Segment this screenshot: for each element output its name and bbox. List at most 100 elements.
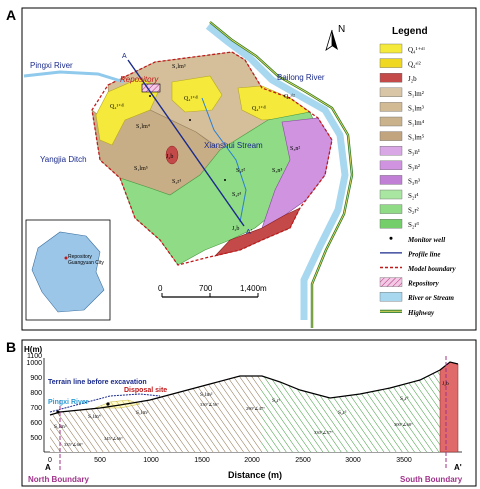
legend-label: S₁lm² (408, 90, 424, 98)
section-unit-sr (262, 370, 440, 452)
legend-swatch (379, 175, 403, 185)
x-tick-2500: 2500 (295, 457, 311, 464)
map-unit-jlm3: S₁lm³ (172, 64, 186, 70)
annot-south-boundary: South Boundary (400, 475, 463, 484)
pingxi-river (23, 70, 125, 84)
x-tick-1500: 1500 (194, 457, 210, 464)
monitor-well (149, 95, 151, 97)
legend-label: Profile line (408, 250, 440, 258)
dip-label: 330°∠57° (314, 430, 333, 435)
legend-item: S₁lm² (379, 87, 424, 98)
section-label-slm3: S₁lm³ (136, 410, 149, 416)
section-label-sr3: S₂r³ (400, 396, 409, 402)
legend-label: Repository (407, 280, 440, 288)
map-unit-q2: Q₄ᵃˡ² (284, 94, 295, 100)
legend-item: S₃n² (379, 160, 420, 171)
x-axis-label: Distance (m) (228, 470, 282, 480)
y-tick-labels: 500 600 700 800 900 1000 1100 (26, 353, 42, 442)
legend-item: Monitor well (389, 236, 445, 244)
panel-b-frame (21, 339, 477, 487)
y-tick-900: 900 (30, 375, 42, 382)
legend-swatch (379, 277, 403, 287)
unit-q-yellow-west (95, 77, 161, 146)
inset-label-repository: Repository (68, 254, 92, 260)
legend-swatch (379, 43, 403, 54)
xianshui-stream (201, 97, 247, 223)
legend-swatch (389, 236, 393, 240)
cross-section (49, 356, 459, 470)
legend: Legend Q₄¹⁺ᵈˡ Q₄ᵃˡ² J₂b S₁lm² S₁lm³ S₁lm⁴ S₁lm… (379, 26, 457, 317)
study-area-map (23, 21, 354, 328)
legend-item: S₃n¹ (379, 145, 420, 156)
map-unit-jr2: S₂r² (236, 168, 245, 174)
legend-label: J₂b (408, 75, 417, 83)
x-tick-0: 0 (48, 457, 52, 464)
map-unit-jr1: S₂r¹ (172, 179, 181, 185)
legend-label: S₂r³ (408, 221, 419, 229)
repository-area (141, 83, 161, 93)
legend-item: Highway (380, 309, 435, 317)
legend-label: River or Stream (407, 294, 454, 302)
legend-item: S₁lm⁵ (379, 131, 425, 142)
map-unit-jb-patch: J₂b (166, 154, 173, 160)
y-tick-700: 700 (30, 405, 42, 412)
legend-item: Repository (379, 277, 440, 288)
legend-label: S₁lm⁴ (408, 119, 425, 127)
map-unit-jr3: S₂r³ (232, 192, 241, 198)
inset-label-guangyuan: Guangyuan City (68, 260, 104, 266)
legend-label: S₂r² (408, 207, 419, 215)
scale-tick-1400: 1,400m (240, 284, 267, 293)
unit-jb-patch (165, 145, 179, 165)
label-repository: Repository (120, 75, 159, 84)
north-arrow: N (325, 24, 345, 51)
legend-item: S₃n³ (379, 175, 420, 185)
scale-bar: 0 700 1,400m (158, 284, 267, 298)
scale-tick-700: 700 (199, 284, 213, 293)
profile-line (127, 59, 245, 227)
section-unit-slm (50, 376, 262, 452)
legend-swatch (379, 72, 403, 83)
dip-label: 300°∠60° (394, 422, 413, 427)
profile-monitor-well (106, 402, 110, 406)
section-label-slm4: S₁lm⁴ (88, 414, 101, 420)
map-unit-q1-center: Q₄¹⁺ᵈˡ (184, 95, 198, 102)
map-unit-jn2: S₃n² (290, 146, 300, 152)
section-label-sr2: S₂r² (338, 410, 347, 416)
profile-end-a: A (45, 463, 51, 472)
y-tick-600: 600 (30, 420, 42, 427)
label-bailong-river: Bailong River (277, 73, 325, 82)
annot-terrain: Terrain line before excavation (48, 379, 147, 386)
map-unit-jb-south: J₂b (232, 226, 239, 232)
scale-tick-0: 0 (158, 284, 163, 293)
legend-label: Highway (407, 309, 435, 317)
legend-swatch (379, 160, 403, 171)
map-unit-jlm4: S₁lm⁴ (136, 124, 150, 130)
x-tick-3500: 3500 (396, 457, 412, 464)
label-profile-a-prime: A' (246, 229, 252, 236)
section-label-jb: J₂b (442, 381, 449, 387)
legend-swatch (379, 131, 403, 141)
label-xianshui-stream: Xianshui Stream (204, 141, 263, 150)
annot-north-boundary: North Boundary (28, 475, 89, 484)
unit-q-yellow-center (171, 75, 223, 113)
profile-end-a-prime: A' (454, 463, 462, 472)
legend-item: J₂b (379, 72, 417, 83)
legend-item: S₂r² (379, 204, 419, 215)
legend-item: S₁lm³ (379, 102, 424, 112)
inset-map: Repository Guangyuan City (25, 219, 111, 321)
legend-item: S₂r¹ (379, 189, 419, 200)
legend-swatch (379, 87, 403, 98)
legend-swatch (379, 204, 403, 214)
annot-disposal: Disposal site (124, 387, 167, 394)
legend-label: Model boundary (407, 265, 457, 273)
legend-item: River or Stream (379, 292, 454, 302)
x-tick-2000: 2000 (244, 457, 260, 464)
dip-labels: 335°∠60° 345°∠66° 330°∠56° 290°∠47° 330°… (64, 402, 413, 447)
legend-swatch (379, 58, 403, 68)
legend-item: Model boundary (380, 265, 457, 273)
section-unit-jb (439, 361, 459, 453)
monitor-well (224, 179, 226, 181)
monitor-well (189, 119, 191, 121)
legend-label: S₃n¹ (408, 148, 420, 156)
